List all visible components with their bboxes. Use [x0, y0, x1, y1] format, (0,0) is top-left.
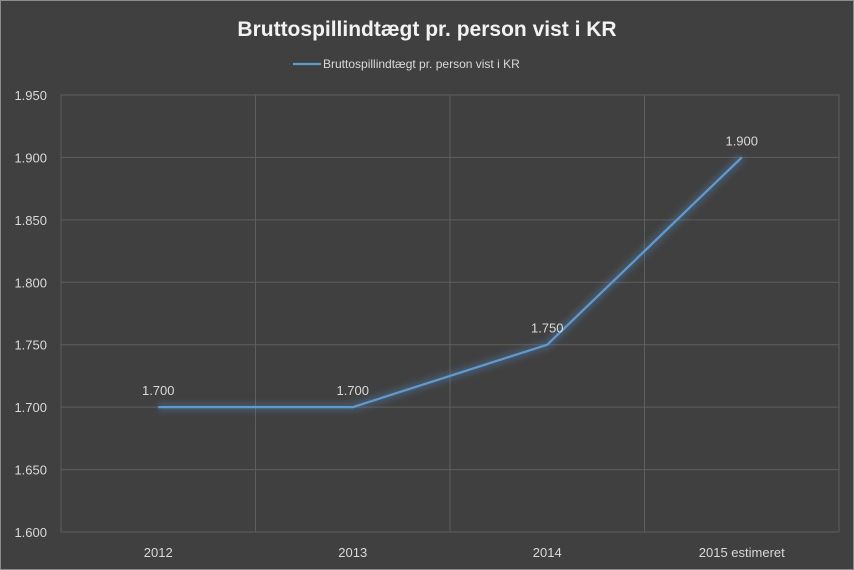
- y-tick-label: 1.950: [14, 88, 47, 103]
- x-axis-ticks: 2012 2013 2014 2015 estimeret: [144, 545, 785, 560]
- x-tick-label: 2012: [144, 545, 173, 560]
- y-axis-ticks: 1.600 1.650 1.700 1.750 1.800 1.850 1.900 1.950: [14, 88, 47, 540]
- gridlines: [60, 94, 840, 533]
- y-tick-label: 1.700: [14, 400, 47, 415]
- y-tick-label: 1.900: [14, 150, 47, 165]
- x-tick-label: 2015 estimeret: [699, 545, 785, 560]
- data-label: 1.700: [142, 383, 175, 398]
- chart-title: Bruttospillindtægt pr. person vist i KR: [237, 18, 616, 41]
- legend: Bruttospillindtægt pr. person vist i KR: [293, 57, 520, 71]
- series-layer: [158, 154, 745, 412]
- data-label: 1.900: [725, 133, 758, 148]
- y-tick-label: 1.800: [14, 275, 47, 290]
- y-tick-label: 1.750: [14, 338, 47, 353]
- x-tick-label: 2013: [338, 545, 367, 560]
- y-tick-label: 1.650: [14, 463, 47, 478]
- series-line: [158, 156, 743, 409]
- data-label: 1.700: [336, 383, 369, 398]
- legend-label: Bruttospillindtægt pr. person vist i KR: [323, 57, 520, 71]
- data-labels: 1.700 1.700 1.750 1.900: [142, 133, 758, 398]
- data-label: 1.750: [531, 321, 564, 336]
- y-tick-label: 1.600: [14, 525, 47, 540]
- x-tick-label: 2014: [533, 545, 562, 560]
- y-tick-label: 1.850: [14, 213, 47, 228]
